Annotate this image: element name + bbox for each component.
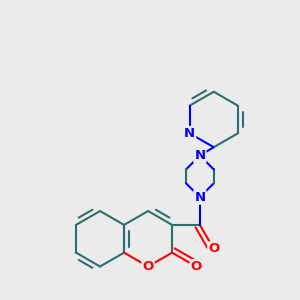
Text: N: N (184, 127, 195, 140)
Text: O: O (190, 260, 202, 273)
Text: N: N (194, 149, 206, 162)
Text: O: O (142, 260, 154, 273)
Text: O: O (208, 242, 219, 255)
Text: N: N (194, 191, 206, 204)
